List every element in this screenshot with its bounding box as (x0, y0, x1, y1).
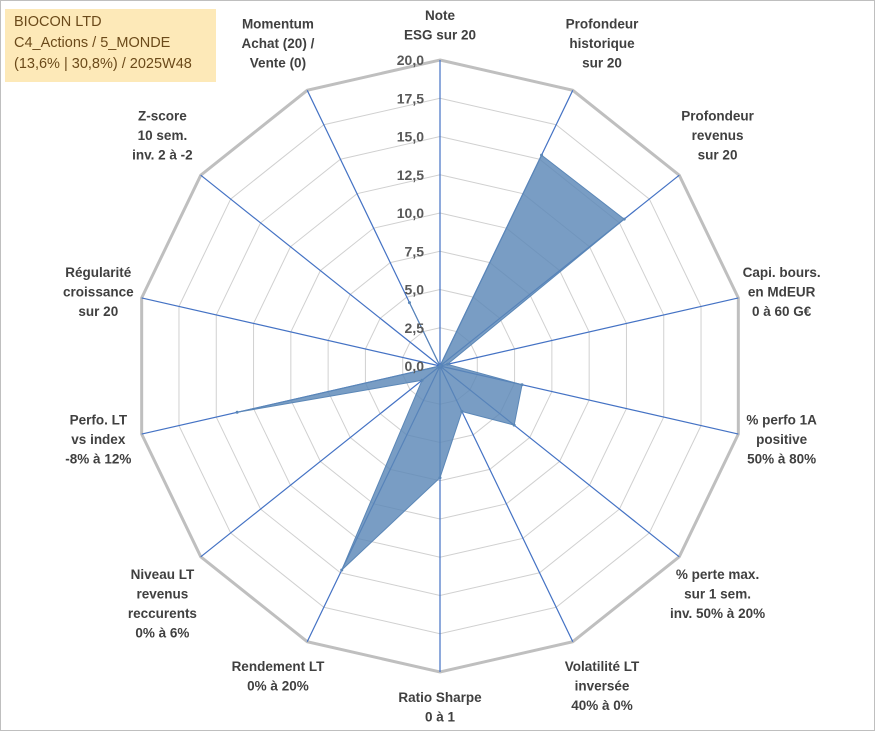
data-point (622, 217, 626, 221)
axis-label: Note ESG sur 20 (404, 8, 476, 43)
data-point (438, 476, 442, 480)
tick-label: 5,0 (405, 282, 425, 298)
axis-spoke (141, 297, 441, 367)
axis-label: Profondeur historique sur 20 (566, 16, 639, 70)
data-point (460, 409, 464, 413)
axis-spoke (439, 297, 739, 367)
data-point (512, 423, 516, 427)
axis-label: Z-score 10 sem. inv. 2 à -2 (132, 109, 193, 163)
tick-label: 12,5 (397, 167, 424, 183)
axis-label: Volatilité LT inversée 40% à 0% (565, 659, 640, 713)
axis-label: Rendement LT 0% à 20% (232, 659, 326, 694)
portfolio-category: C4_Actions / 5_MONDE (14, 35, 171, 51)
data-point (520, 383, 524, 387)
radar-axis-labels: Note ESG sur 20 Profondeur historique sur 20… (63, 8, 821, 725)
data-point (540, 153, 544, 157)
tick-label: 2,5 (405, 320, 425, 336)
data-point (235, 410, 239, 414)
series-area (237, 154, 626, 571)
data-point (407, 301, 411, 305)
axis-label: % perte max. sur 1 sem. inv. 50% à 20% (670, 567, 765, 621)
tick-label: 15,0 (397, 129, 424, 145)
axis-label: Momentum Achat (20) / Vente (0) (242, 16, 315, 70)
performance-week: (13,6% | 30,8%) / 2025W48 (14, 56, 192, 72)
tick-label: 7,5 (405, 243, 425, 259)
axis-label: % perfo 1A positive 50% à 80% (746, 413, 817, 467)
data-point (438, 364, 442, 368)
axis-label: Profondeur revenus sur 20 (681, 109, 754, 163)
company-name: BIOCON LTD (14, 14, 102, 30)
tick-label: 20,0 (397, 52, 424, 68)
axis-label: Perfo. LT vs index -8% à 12% (65, 413, 131, 467)
data-point (340, 568, 344, 572)
axis-label: Niveau LT revenus reccurents 0% à 6% (128, 567, 197, 641)
data-point (445, 362, 449, 366)
tick-label: 17,5 (397, 90, 424, 106)
radar-series (235, 153, 626, 572)
axis-spoke (200, 365, 441, 558)
tick-label: 0,0 (405, 358, 425, 374)
axis-label: Ratio Sharpe 0 à 1 (398, 690, 482, 725)
data-point (420, 378, 424, 382)
radar-tick-labels: 0,0 2,5 5,0 7,5 10,0 12,5 15,0 17,5 20,0 (397, 52, 424, 374)
axis-spoke (200, 174, 441, 367)
chart-title-box: BIOCON LTD C4_Actions / 5_MONDE (13,6% |… (5, 9, 216, 82)
axis-label: Capi. bours. en MdEUR 0 à 60 G€ (743, 265, 821, 319)
tick-label: 10,0 (397, 205, 424, 221)
axis-label: Régularité croissance sur 20 (63, 265, 134, 319)
